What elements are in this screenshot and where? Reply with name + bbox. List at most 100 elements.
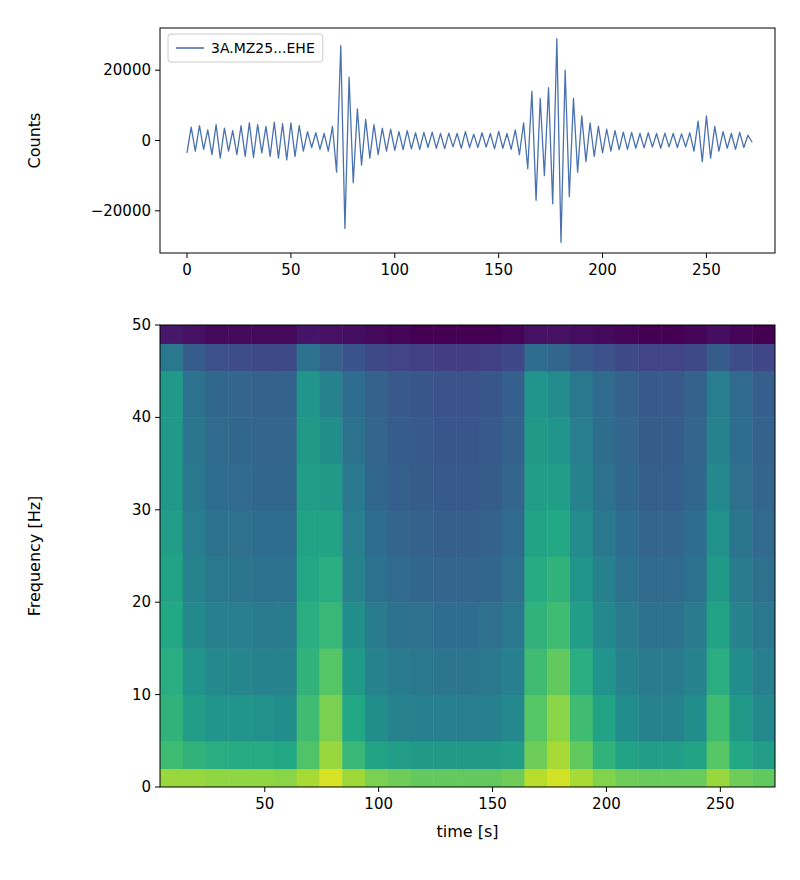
heatmap-cell bbox=[433, 602, 456, 649]
heatmap-cell bbox=[297, 556, 320, 603]
heatmap-cell bbox=[411, 343, 434, 371]
heatmap-cell bbox=[707, 602, 730, 649]
heatmap-cell bbox=[297, 417, 320, 464]
heatmap-cell bbox=[228, 769, 251, 787]
x-tick-label: 100 bbox=[380, 261, 409, 279]
heatmap-cell bbox=[342, 343, 365, 371]
heatmap-cell bbox=[342, 510, 365, 557]
y-tick bbox=[155, 694, 160, 695]
heatmap-cell bbox=[570, 695, 593, 742]
heatmap-cell bbox=[729, 417, 752, 464]
heatmap-cell bbox=[388, 510, 411, 557]
heatmap-cell bbox=[547, 769, 570, 787]
heatmap-cell bbox=[479, 769, 502, 787]
heatmap-cell bbox=[251, 695, 274, 742]
heatmap-cell bbox=[365, 769, 388, 787]
heatmap-cell bbox=[524, 464, 547, 511]
heatmap-cell bbox=[502, 556, 525, 603]
heatmap-cell bbox=[729, 464, 752, 511]
heatmap-cell bbox=[411, 417, 434, 464]
heatmap-cell bbox=[411, 741, 434, 769]
heatmap-cell bbox=[365, 510, 388, 557]
heatmap-cell bbox=[570, 741, 593, 769]
heatmap-cell bbox=[638, 741, 661, 769]
heatmap-cell bbox=[593, 464, 616, 511]
heatmap-cell bbox=[160, 371, 183, 418]
heatmap-cell bbox=[206, 648, 229, 695]
heatmap-cell bbox=[456, 464, 479, 511]
heatmap-cell bbox=[752, 510, 775, 557]
heatmap-cell bbox=[206, 417, 229, 464]
heatmap-cell bbox=[433, 556, 456, 603]
heatmap-cell bbox=[729, 648, 752, 695]
legend: 3A.MZ25...EHE bbox=[168, 34, 323, 62]
heatmap-cell bbox=[297, 648, 320, 695]
heatmap-cell bbox=[274, 371, 297, 418]
heatmap-cell bbox=[729, 556, 752, 603]
heatmap-cell bbox=[206, 695, 229, 742]
heatmap-cell bbox=[206, 343, 229, 371]
heatmap-cell bbox=[729, 769, 752, 787]
x-tick-label: 50 bbox=[281, 261, 300, 279]
heatmap-cell bbox=[479, 602, 502, 649]
heatmap-cell bbox=[752, 464, 775, 511]
heatmap-cell bbox=[729, 325, 752, 344]
heatmap-cell bbox=[707, 417, 730, 464]
heatmap-cell bbox=[388, 325, 411, 344]
heatmap-cell bbox=[297, 464, 320, 511]
y-tick bbox=[155, 210, 160, 211]
heatmap-cell bbox=[752, 417, 775, 464]
heatmap-cell bbox=[502, 343, 525, 371]
heatmap-cell bbox=[342, 556, 365, 603]
heatmap-cell bbox=[616, 695, 639, 742]
heatmap-cell bbox=[638, 602, 661, 649]
heatmap-cell bbox=[593, 325, 616, 344]
heatmap-cell bbox=[684, 556, 707, 603]
heatmap-cell bbox=[661, 648, 684, 695]
heatmap-cell bbox=[160, 741, 183, 769]
heatmap-cell bbox=[524, 556, 547, 603]
heatmap-cell bbox=[524, 417, 547, 464]
heatmap-cell bbox=[183, 464, 206, 511]
heatmap-cell bbox=[388, 769, 411, 787]
heatmap-cell bbox=[274, 556, 297, 603]
heatmap-cell bbox=[684, 464, 707, 511]
heatmap-cell bbox=[752, 325, 775, 344]
heatmap-cell bbox=[570, 510, 593, 557]
heatmap-cell bbox=[616, 602, 639, 649]
heatmap-cell bbox=[274, 602, 297, 649]
y-tick bbox=[155, 417, 160, 418]
heatmap-cell bbox=[433, 648, 456, 695]
heatmap-cell bbox=[456, 510, 479, 557]
heatmap-cell bbox=[319, 556, 342, 603]
heatmap-cell bbox=[638, 769, 661, 787]
heatmap-cell bbox=[388, 343, 411, 371]
heatmap-cell bbox=[183, 741, 206, 769]
heatmap-cell bbox=[593, 510, 616, 557]
x-tick bbox=[602, 253, 603, 258]
heatmap-cell bbox=[593, 602, 616, 649]
legend-label: 3A.MZ25...EHE bbox=[211, 40, 315, 56]
heatmap-cell bbox=[638, 343, 661, 371]
heatmap-cell bbox=[638, 325, 661, 344]
heatmap-cell bbox=[502, 695, 525, 742]
heatmap-cell bbox=[251, 648, 274, 695]
heatmap-cell bbox=[433, 695, 456, 742]
heatmap-cell bbox=[206, 371, 229, 418]
heatmap-cell bbox=[752, 769, 775, 787]
heatmap-cell bbox=[456, 325, 479, 344]
heatmap-cell bbox=[274, 417, 297, 464]
heatmap-cell bbox=[593, 371, 616, 418]
heatmap-cell bbox=[365, 325, 388, 344]
y-tick-label: 0 bbox=[141, 132, 151, 150]
heatmap-cell bbox=[160, 648, 183, 695]
heatmap-cell bbox=[206, 769, 229, 787]
heatmap-cell bbox=[388, 371, 411, 418]
x-tick bbox=[394, 253, 395, 258]
x-tick bbox=[706, 253, 707, 258]
heatmap-cell bbox=[661, 556, 684, 603]
x-tick-label: 150 bbox=[478, 795, 507, 813]
heatmap-cell bbox=[752, 741, 775, 769]
heatmap-cell bbox=[638, 417, 661, 464]
heatmap-cell bbox=[547, 741, 570, 769]
